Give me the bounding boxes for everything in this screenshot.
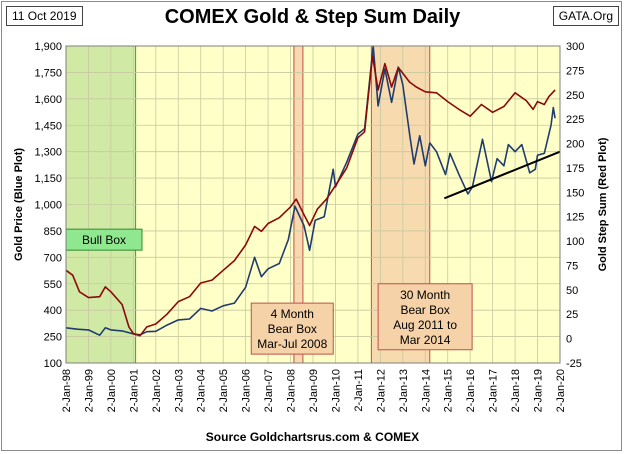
x-axis-tick: 2-Jan-09 [308, 369, 320, 412]
right-axis-tick: 25 [566, 309, 578, 321]
plot-border [65, 45, 561, 364]
right-axis-tick: 175 [566, 163, 584, 175]
right-axis-tick: 0 [566, 334, 572, 346]
left-axis-tick: 1,300 [34, 147, 62, 159]
x-axis-tick: 2-Jan-02 [151, 369, 163, 412]
left-axis-tick: 100 [44, 358, 62, 370]
x-axis-tick: 2-Jan-14 [420, 369, 432, 412]
box-label-text: Bear Box [400, 303, 449, 317]
left-axis-tick: 700 [44, 252, 62, 264]
right-axis-tick: -25 [566, 358, 582, 370]
step-sum-line [65, 55, 556, 337]
x-axis-tick: 2-Jan-10 [330, 369, 342, 412]
chart-title: COMEX Gold & Step Sum Daily [164, 6, 461, 28]
left-axis-tick: 1,000 [34, 200, 62, 212]
left-axis-tick: 850 [44, 226, 62, 238]
box-label-text: Mar-Jul 2008 [257, 337, 327, 351]
bear-box-label-1 [250, 302, 334, 355]
right-axis-tick: 150 [566, 187, 584, 199]
date-label: 11 Oct 2019 [6, 6, 83, 26]
right-axis-tick: 100 [566, 236, 584, 248]
gold-price-line [65, 45, 556, 336]
box-label-text: Bull Box [82, 233, 126, 247]
site-label: GATA.Org [552, 6, 619, 26]
x-axis-tick: 2-Jan-08 [286, 369, 298, 412]
source-note: Source Goldchartsrus.com & COMEX [205, 430, 420, 444]
box-label-text: 30 Month [400, 288, 450, 302]
right-axis-title: Gold Step Sum (Red Plot) [597, 137, 609, 271]
box-label-text: Bear Box [268, 322, 317, 336]
box-label-text: 4 Month [271, 307, 314, 321]
right-axis-tick: 75 [566, 260, 578, 272]
x-axis-tick: 2-Jan-17 [488, 369, 500, 412]
x-axis-tick: 2-Jan-18 [510, 369, 522, 412]
x-axis-tick: 2-Jan-07 [263, 369, 275, 412]
x-axis-tick: 2-Jan-16 [465, 369, 477, 412]
x-axis-tick: 2-Jan-01 [128, 369, 140, 412]
left-axis-tick: 1,600 [34, 94, 62, 106]
left-axis-tick: 1,150 [34, 173, 62, 185]
right-axis-tick: 225 [566, 114, 584, 126]
left-axis-tick: 1,900 [34, 41, 62, 53]
x-axis-tick: 2-Jan-06 [241, 369, 253, 412]
x-axis-tick: 2-Jan-98 [61, 369, 73, 412]
x-axis-tick: 2-Jan-11 [353, 369, 365, 412]
right-axis-tick: 125 [566, 212, 584, 224]
left-axis-tick: 1,450 [34, 120, 62, 132]
x-axis-tick: 2-Jan-19 [533, 369, 545, 412]
x-axis-tick: 2-Jan-05 [218, 369, 230, 412]
right-axis-tick: 275 [566, 65, 584, 77]
x-axis-tick: 2-Jan-13 [398, 369, 410, 412]
x-axis-tick: 2-Jan-04 [196, 369, 208, 412]
right-axis-tick: 50 [566, 285, 578, 297]
x-axis-tick: 2-Jan-03 [173, 369, 185, 412]
x-axis-tick: 2-Jan-12 [375, 369, 387, 412]
x-axis-tick: 2-Jan-20 [555, 369, 567, 412]
bear-box-label-2 [377, 283, 473, 351]
box-label-text: Aug 2011 to [393, 318, 457, 332]
left-axis-tick: 1,750 [34, 67, 62, 79]
x-axis-tick: 2-Jan-99 [83, 369, 95, 412]
right-axis-tick: 250 [566, 90, 584, 102]
right-axis-tick: 200 [566, 139, 584, 151]
left-axis-tick: 400 [44, 305, 62, 317]
x-axis-tick: 2-Jan-00 [106, 369, 118, 412]
left-axis-title: Gold Price (Blue Plot) [13, 148, 25, 261]
left-axis-tick: 550 [44, 279, 62, 291]
left-axis-tick: 250 [44, 332, 62, 344]
x-axis-tick: 2-Jan-15 [443, 369, 455, 412]
trend-line [443, 150, 561, 200]
right-axis-tick: 300 [566, 41, 584, 53]
box-label-text: Mar 2014 [400, 333, 451, 347]
